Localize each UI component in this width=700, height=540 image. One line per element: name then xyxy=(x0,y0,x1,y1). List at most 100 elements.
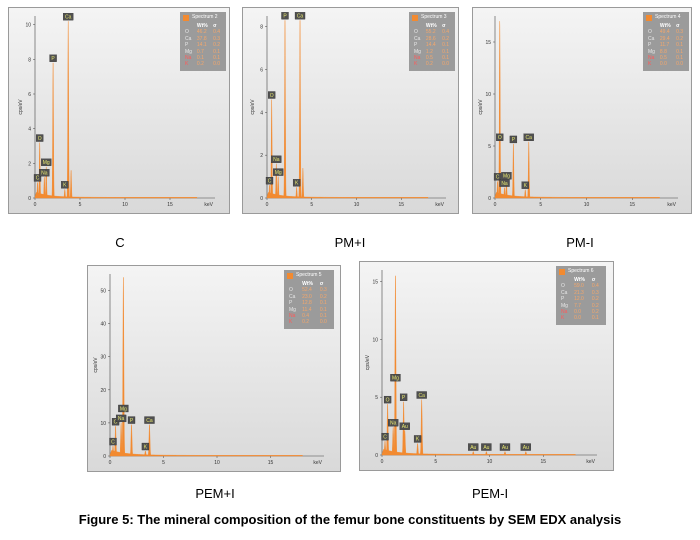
wt-cell: 12.0 xyxy=(574,296,584,303)
element-cell: Ca xyxy=(414,35,421,42)
x-tick-label: 0 xyxy=(34,202,37,208)
spectrum-panel-pem-minus-i: 0 5 10 15 keV 0 5 10 15 cps/eV C O Na Mg P Au K Ca Au Au Au A… xyxy=(359,261,614,471)
header-cell: σ xyxy=(442,23,446,29)
peak-label-box xyxy=(118,404,129,413)
y-axis-label: cps/eV xyxy=(250,99,256,115)
wt-cell: 7.7 xyxy=(574,302,582,309)
element-cell: Na xyxy=(561,309,568,316)
peak-label-text: Ca xyxy=(526,135,533,141)
peak-label-text: K xyxy=(63,183,67,189)
legend-title: Spectrum 5 xyxy=(287,272,331,279)
composition-legend: Spectrum 3 Wt% σ O 55.2 0.4 Ca 28.6 0.2 P 14.4 0.1 M… xyxy=(409,12,455,71)
peak-label-box xyxy=(383,395,392,404)
composition-table: Wt% σ O 49.4 0.3 Ca 29.4 0.2 P 11.7 0.1 Mg 8.8 0.1 Na 0… xyxy=(646,23,686,68)
element-cell: P xyxy=(289,300,293,307)
peak-label: P xyxy=(281,12,289,20)
legend-swatch xyxy=(559,268,565,275)
y-tick-label: 6 xyxy=(260,68,263,74)
element-cell: Na xyxy=(289,313,296,320)
wt-cell: 14.1 xyxy=(196,42,207,49)
peak-label: Na xyxy=(271,155,282,163)
peak-label-text: P xyxy=(402,395,406,401)
x-tick-label: 5 xyxy=(162,460,165,466)
header-cell: σ xyxy=(319,281,324,287)
sigma-cell: 0.0 xyxy=(676,61,684,68)
header-cell: Wt% xyxy=(196,23,208,29)
spectrum-area xyxy=(109,277,303,457)
element-cell: P xyxy=(648,42,652,49)
element-cell: O xyxy=(185,29,189,36)
y-axis-label: cps/eV xyxy=(93,357,99,373)
peak-label-box xyxy=(523,133,534,141)
composition-row: Mg 8.8 0.1 xyxy=(646,49,686,55)
sigma-cell: 0.1 xyxy=(213,48,221,55)
composition-table: Wt% σ O 59.0 0.4 Ca 21.3 0.3 P 12.0 0.2 Mg 7.7 0.2 Na 0… xyxy=(559,277,603,322)
peak-label: K xyxy=(141,442,150,450)
spectrum-panel-pm-minus-i: 0 5 10 15 keV 0 5 10 15 cps/eV C O Na Mg P K Ca Spectrum … xyxy=(472,7,692,214)
peak-label: Mg xyxy=(118,404,129,413)
element-cell: Na xyxy=(648,55,655,62)
sigma-cell: 0.1 xyxy=(319,306,327,313)
peak-label-box xyxy=(499,179,510,187)
element-cell: Mg xyxy=(185,48,192,55)
wt-cell: 59.0 xyxy=(574,283,584,290)
sigma-cell: 0.2 xyxy=(676,35,684,42)
peak-label-box xyxy=(499,443,511,451)
peak-label-text: Mg xyxy=(120,406,127,412)
sigma-cell: 0.4 xyxy=(442,29,450,36)
composition-row: K 0.2 0.0 xyxy=(412,61,452,67)
peak-label: K xyxy=(61,181,69,189)
y-tick-label: 4 xyxy=(260,110,263,116)
element-cell: Mg xyxy=(414,48,421,55)
y-tick-label: 15 xyxy=(485,40,491,46)
composition-row: Na 0.5 0.1 xyxy=(412,55,452,61)
y-tick-label: 8 xyxy=(260,25,263,31)
legend-title: Spectrum 3 xyxy=(412,14,452,21)
peak-label-box xyxy=(36,134,44,142)
composition-row: Ca 21.3 0.3 xyxy=(559,290,603,296)
peak-label-text: Ca xyxy=(418,393,425,399)
peak-label-text: Ca xyxy=(146,418,153,424)
sigma-cell: 0.1 xyxy=(676,55,684,62)
x-tick-label: 5 xyxy=(310,202,313,208)
composition-table: Wt% σ O 46.2 0.4 Ca 37.8 0.3 P 14.1 0.2 Mg 0.7 0.1 Na 0… xyxy=(183,23,223,68)
sigma-cell: 0.1 xyxy=(319,300,327,307)
peak-label: Au xyxy=(520,443,531,451)
composition-row: Na 0.0 0.2 xyxy=(559,309,603,315)
peak-label-text: Na xyxy=(118,416,125,422)
composition-legend: Spectrum 4 Wt% σ O 49.4 0.3 Ca 29.4 0.2 P 11.7 0.1 M… xyxy=(643,12,689,71)
peak-label: O xyxy=(383,395,392,404)
legend-title: Spectrum 2 xyxy=(183,14,223,21)
composition-row: Na 0.5 0.1 xyxy=(646,55,686,61)
composition-row: K 0.0 0.1 xyxy=(559,315,603,321)
caption-pem-plus-i: PEM+I xyxy=(195,486,235,501)
x-tick-label: 0 xyxy=(381,459,384,465)
peak-label-text: Na xyxy=(41,171,48,177)
header-cell: Wt% xyxy=(574,277,585,283)
x-tick-label: 0 xyxy=(266,202,269,208)
header-cell: σ xyxy=(213,23,217,29)
element-cell: Ca xyxy=(289,293,296,300)
element-cell: Mg xyxy=(289,306,296,313)
composition-row: Ca 29.4 0.2 xyxy=(646,36,686,42)
y-tick-label: 4 xyxy=(28,127,31,133)
legend-title-text: Spectrum 3 xyxy=(421,14,447,20)
sigma-cell: 0.2 xyxy=(442,35,450,42)
peak-label: Na xyxy=(388,419,399,427)
peak-label-text: Ca xyxy=(65,15,72,21)
composition-row: Mg 11.4 0.1 xyxy=(287,307,331,313)
y-tick-label: 15 xyxy=(372,280,378,286)
peak-label: C xyxy=(109,437,117,445)
x-tick-label: 15 xyxy=(167,202,173,208)
peak-label-text: K xyxy=(416,437,420,443)
legend-title: Spectrum 6 xyxy=(559,268,603,275)
legend-title: Spectrum 4 xyxy=(646,14,686,21)
wt-cell: 14.4 xyxy=(425,42,436,49)
element-cell: Mg xyxy=(561,302,568,309)
peak-label: Au xyxy=(499,443,511,451)
spectrum-panel-c: 0 5 10 15 keV 0 2 4 6 8 10 cps/eV C O Na Mg P K Ca Spectrum… xyxy=(8,7,230,214)
peak-label-box xyxy=(63,13,74,21)
peak-label-box xyxy=(41,158,52,166)
